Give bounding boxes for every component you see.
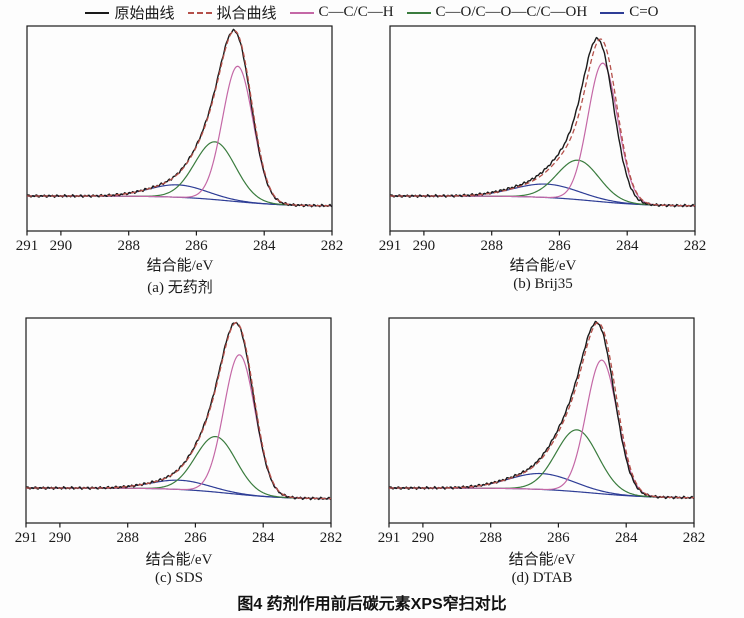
legend-label: C—O/C—O—C/C—OH [435,4,588,20]
x-tick-label: 282 [321,238,344,254]
curve-raw [26,28,333,208]
panel-b-xlabel: 结合能/eV [509,258,577,274]
curve-raw [388,320,695,500]
legend-label: 原始曲线 [114,6,175,22]
panel-c-label: (c) SDS [155,570,203,586]
x-tick-label: 282 [683,530,706,546]
panel-a-xlabel: 结合能/eV [146,258,214,274]
cc-line-swatch [289,11,314,14]
curve-peak-co [390,159,696,207]
curve-raw [389,36,696,208]
legend-item-cc: C—C/C—H [289,4,394,21]
legend-item-cdblo: C=O [600,4,659,21]
figure-caption: 图4 药剂作用前后碳元素XPS窄扫对比 [237,596,507,613]
panel-b-label: (b) Brij35 [513,276,573,292]
curve-fit [390,38,696,207]
x-tick-label: 286 [548,238,571,254]
curve-fit [26,322,332,500]
x-tick-label: 290 [413,238,436,254]
x-tick-label: 284 [253,238,276,254]
legend-label: C=O [629,4,659,20]
raw-line-swatch [85,11,110,14]
panel-b-canvas: 291 290 288 286 284 282 [370,24,716,261]
panel-b: 291 290 288 286 284 282 [370,24,716,261]
x-tick-label: 288 [480,238,503,254]
panel-a-canvas: 291 290 288 286 284 282 [7,24,353,261]
panel-d-canvas: 291 290 288 286 284 282 [369,316,715,553]
x-tick-label: 284 [615,530,638,546]
curve-raw [25,321,332,501]
x-tick-label: 291 [379,238,402,254]
x-tick-label: 284 [252,530,275,546]
xps-plot-b: 291 290 288 286 284 282 [379,25,707,254]
x-tick-label: 291 [15,530,38,546]
x-tick-label: 286 [184,530,207,546]
plot-frame [388,317,695,524]
cdblo-line-swatch [600,11,625,14]
legend-item-fit: 拟合曲线 [187,2,277,23]
curve-fit [389,322,695,499]
x-tick-label: 286 [185,238,208,254]
panel-c-canvas: 291 290 288 286 284 282 [6,316,352,553]
plot-frame [26,25,333,232]
x-tick-label: 291 [378,530,401,546]
xps-plot-a: 291 290 288 286 284 282 [16,25,344,254]
panel-c-xlabel: 结合能/eV [145,552,213,568]
legend-label: C—C/C—H [318,4,394,20]
fit-line-swatch [187,11,212,14]
legend-item-co: C—O/C—O—C/C—OH [406,4,588,21]
x-tick-label: 284 [616,238,639,254]
x-tick-label: 288 [116,530,139,546]
x-tick-label: 286 [547,530,570,546]
panel-a-label: (a) 无药剂 [147,280,213,296]
x-tick-label: 290 [50,238,73,254]
xps-plot-d: 291 290 288 286 284 282 [378,317,706,546]
panel-c: 291 290 288 286 284 282 [6,316,352,553]
legend-item-raw: 原始曲线 [85,2,175,23]
xps-plot-c: 291 290 288 286 284 282 [15,317,343,546]
curve-fit [27,29,333,207]
x-tick-label: 288 [117,238,140,254]
curve-peak-cc [26,354,332,500]
x-tick-label: 282 [320,530,343,546]
panel-a: 291 290 288 286 284 282 [7,24,353,261]
x-tick-label: 290 [49,530,72,546]
x-tick-label: 290 [412,530,435,546]
co-line-swatch [406,11,431,14]
legend-label: 拟合曲线 [216,6,277,22]
legend: 原始曲线 拟合曲线 C—C/C—H C—O/C—O—C/C—OH C=O [0,1,744,24]
curve-peak-cc [389,359,695,499]
panel-d: 291 290 288 286 284 282 [369,316,715,553]
plot-frame [389,25,696,232]
x-tick-label: 282 [684,238,707,254]
x-tick-label: 291 [16,238,39,254]
x-tick-label: 288 [479,530,502,546]
panel-d-xlabel: 结合能/eV [508,552,576,568]
plot-frame [25,317,332,524]
panel-d-label: (d) DTAB [511,570,573,586]
